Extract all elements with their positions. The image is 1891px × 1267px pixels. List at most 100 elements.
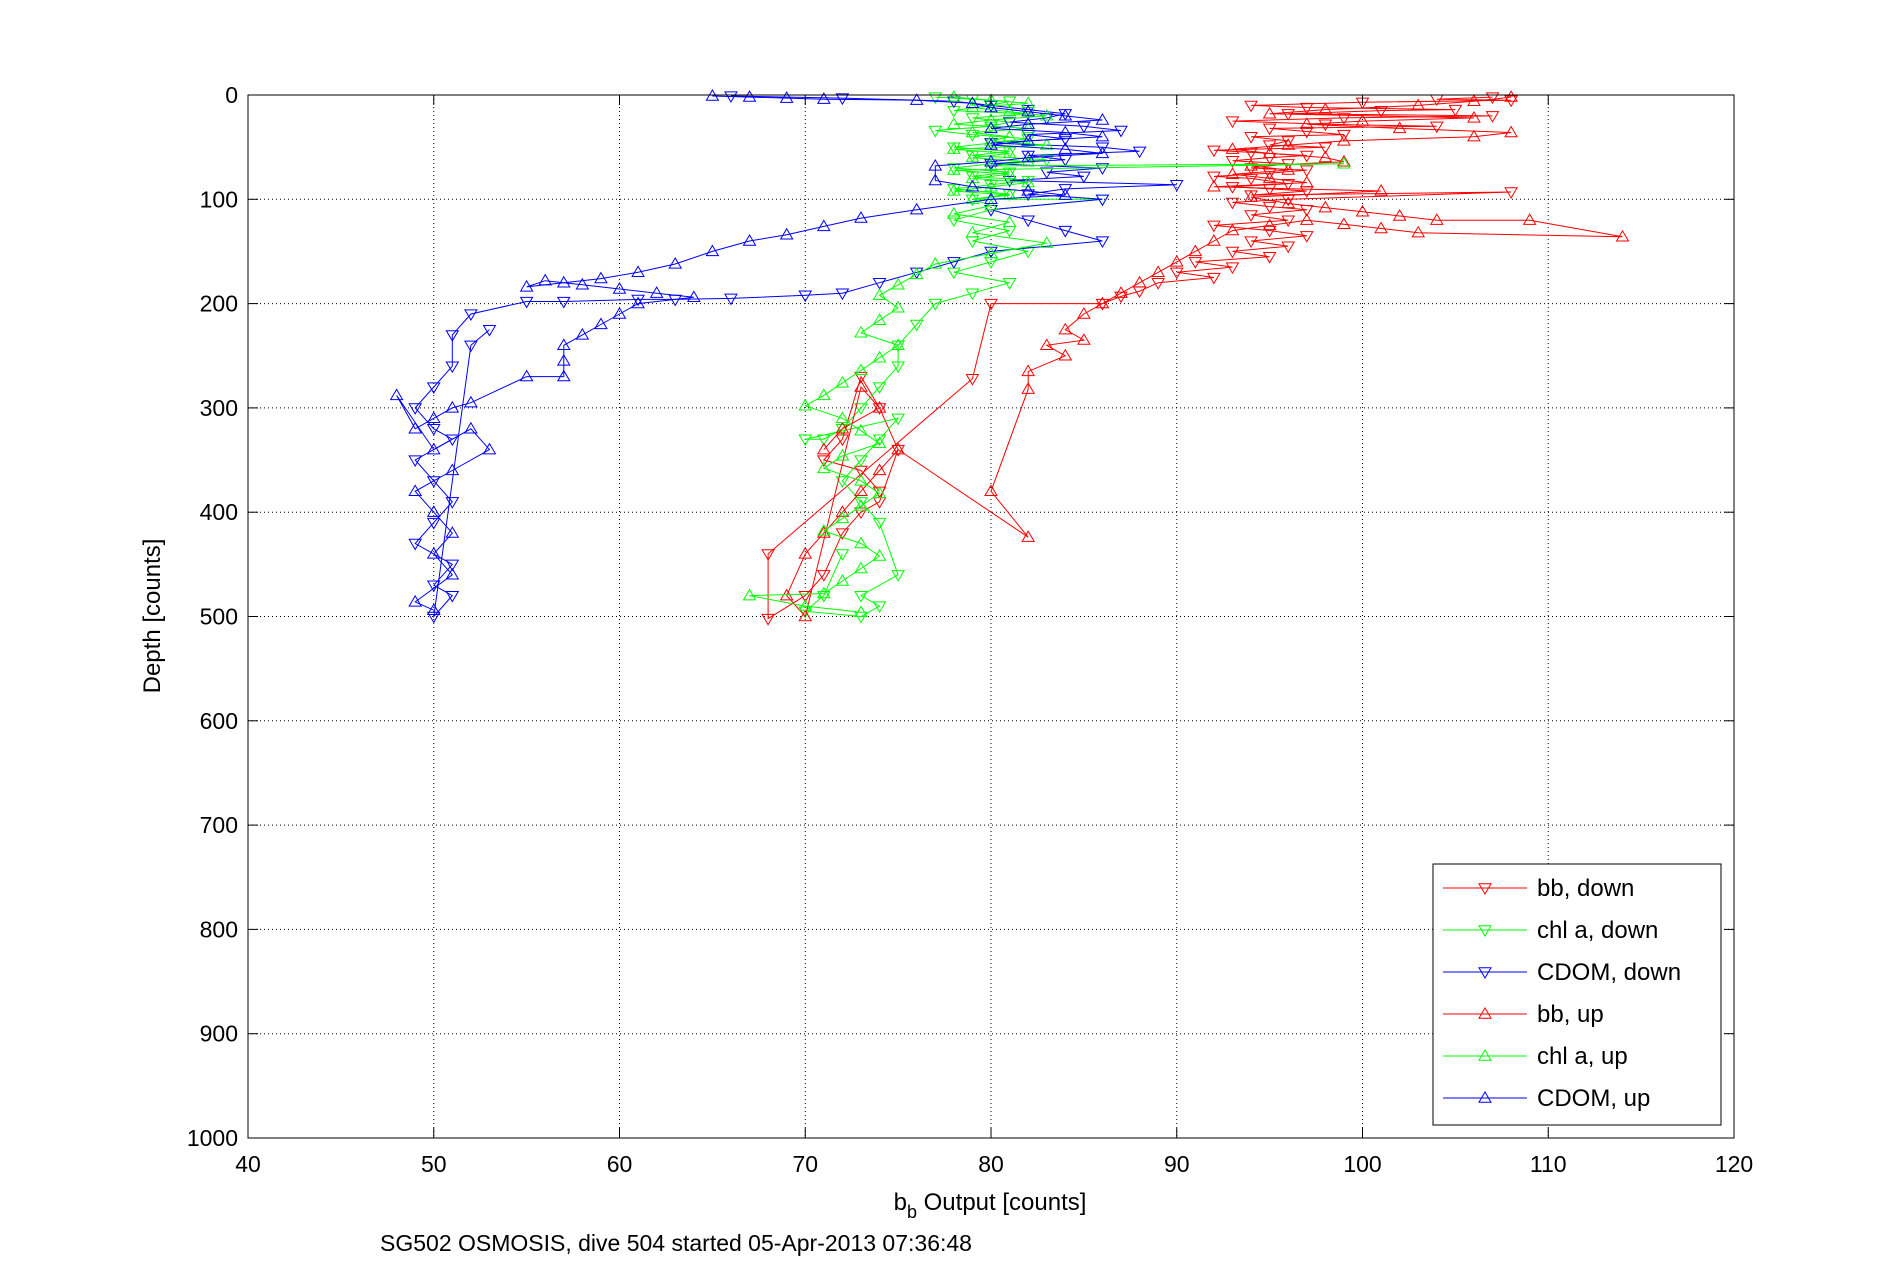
data-point (872, 350, 887, 363)
data-point (1337, 113, 1351, 125)
data-point (408, 538, 423, 551)
data-point (1151, 278, 1166, 290)
data-point (1299, 126, 1314, 139)
data-point (1429, 121, 1444, 134)
data-point (1002, 129, 1017, 142)
data-point (686, 290, 701, 303)
data-point (965, 150, 980, 163)
data-point (1485, 92, 1500, 105)
data-point (631, 294, 645, 307)
data-point (1262, 171, 1277, 184)
data-point (742, 234, 757, 246)
legend-label: bb, up (1537, 1001, 1604, 1028)
data-point (1299, 231, 1314, 243)
data-point (891, 361, 905, 374)
data-point (891, 300, 905, 313)
data-point (1337, 156, 1351, 169)
y-tick-label: 700 (200, 812, 238, 838)
data-point (1207, 272, 1221, 285)
data-point (426, 517, 441, 530)
data-point (1299, 213, 1314, 225)
y-axis-label: Depth [counts] (139, 539, 166, 694)
data-point (909, 319, 924, 332)
series-4 (742, 90, 1351, 618)
data-point (1392, 209, 1407, 221)
data-point (426, 476, 441, 488)
data-point (798, 546, 813, 559)
data-point (1058, 142, 1073, 154)
data-point (965, 113, 980, 125)
series-line (749, 96, 1344, 613)
series-3 (779, 90, 1630, 622)
data-point (445, 400, 460, 413)
legend-label: CDOM, down (1537, 959, 1681, 986)
data-point (835, 549, 850, 561)
data-point (1169, 254, 1184, 267)
y-tick-label: 200 (200, 291, 238, 317)
data-point (1095, 146, 1110, 159)
data-point (872, 382, 887, 395)
data-point (816, 388, 831, 401)
data-point (798, 606, 813, 619)
data-point (854, 605, 868, 618)
data-point (1244, 163, 1258, 175)
data-point (835, 288, 850, 301)
data-point (742, 588, 757, 601)
data-point (928, 173, 943, 186)
data-point (1114, 286, 1128, 298)
data-point (1151, 265, 1166, 278)
data-point (1058, 322, 1073, 335)
data-point (854, 423, 868, 436)
data-point (854, 473, 868, 486)
data-point (1058, 188, 1073, 200)
data-point (1095, 129, 1110, 142)
data-point (965, 150, 980, 163)
data-point (445, 434, 460, 447)
data-point (984, 100, 998, 113)
data-point (1337, 133, 1351, 146)
data-point (594, 271, 608, 284)
data-point (1374, 183, 1388, 196)
data-point (1337, 217, 1351, 230)
data-point (1132, 146, 1147, 159)
data-point (1281, 138, 1296, 150)
x-axis-label: bb Output [counts] (894, 1189, 1087, 1222)
data-point (1299, 186, 1314, 198)
y-tick-label: 800 (200, 916, 238, 942)
data-point (631, 265, 645, 278)
data-point (556, 275, 571, 288)
data-point (816, 442, 831, 455)
data-point (482, 442, 497, 455)
data-point (1002, 117, 1017, 130)
data-point (1225, 142, 1240, 154)
data-point (1058, 134, 1073, 146)
data-point (408, 403, 423, 415)
data-point (965, 373, 980, 386)
data-point (408, 455, 423, 468)
data-point (389, 388, 404, 401)
data-point (984, 113, 998, 125)
data-point (909, 267, 924, 280)
data-point (1095, 142, 1110, 155)
data-point (1021, 104, 1036, 117)
x-tick-label: 110 (1530, 1151, 1567, 1177)
data-point (984, 154, 998, 167)
data-point (872, 517, 887, 530)
data-point (946, 142, 961, 154)
data-point (482, 324, 497, 337)
data-point (835, 476, 850, 488)
data-point (1021, 150, 1036, 163)
data-point (1262, 225, 1277, 238)
legend-marker (1478, 967, 1492, 979)
data-point (1467, 110, 1481, 123)
y-tick-label: 900 (200, 1021, 238, 1047)
data-point (779, 227, 794, 240)
x-tick-label: 40 (235, 1151, 261, 1177)
series-line (414, 95, 1177, 619)
data-point (946, 117, 961, 129)
figure-caption: SG502 OSMOSIS, dive 504 started 05-Apr-2… (380, 1230, 972, 1256)
data-point (909, 93, 924, 105)
data-point (1225, 223, 1240, 236)
data-point (872, 400, 887, 413)
data-point (464, 309, 478, 322)
